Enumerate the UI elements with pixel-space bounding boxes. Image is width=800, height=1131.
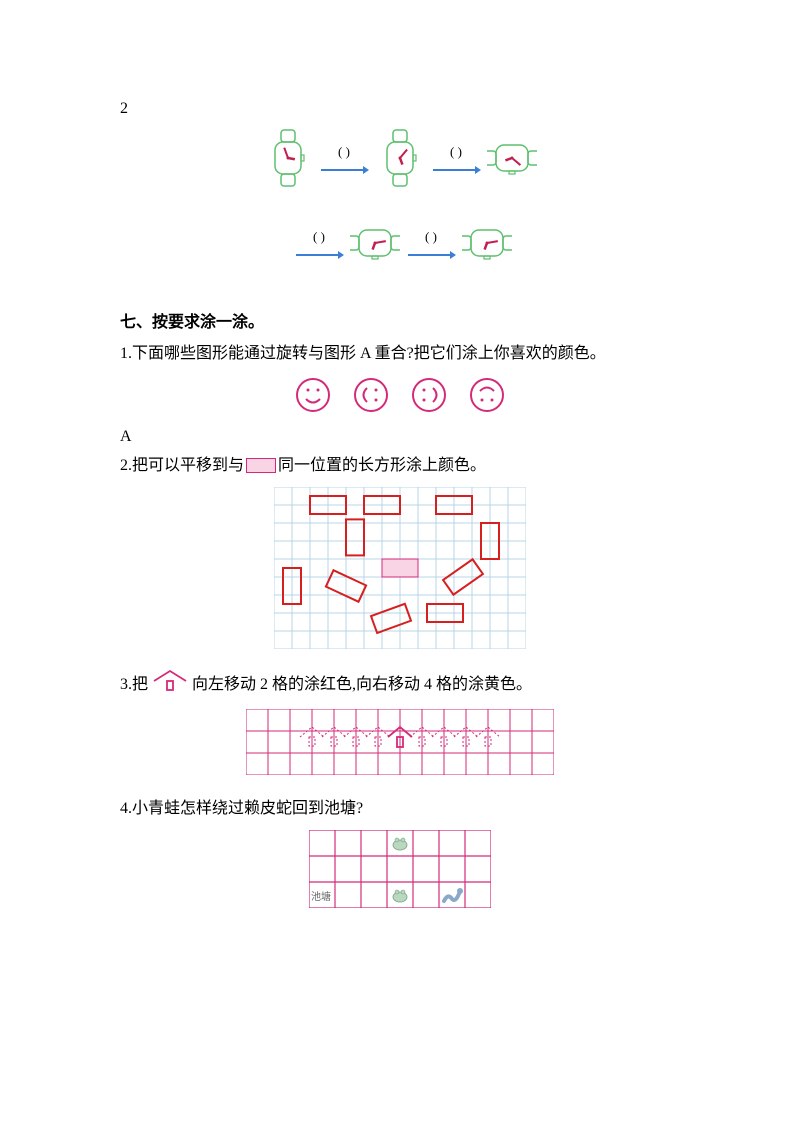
paren-label: ( ) <box>450 144 462 160</box>
faces-row <box>120 375 680 420</box>
q4-text: 4.小青蛙怎样绕过赖皮蛇回到池塘? <box>120 795 680 822</box>
arrow-block: ( ) <box>294 229 344 263</box>
q3-post: 向左移动 2 格的涂红色,向右移动 4 格的涂黄色。 <box>192 671 532 698</box>
watch-icon <box>350 213 400 278</box>
watch-icon <box>462 213 512 278</box>
arrow-block: ( ) <box>431 144 481 178</box>
q2-pre: 2.把可以平移到与 <box>120 452 244 479</box>
arrow-block: ( ) <box>319 144 369 178</box>
q2-post: 同一位置的长方形涂上颜色。 <box>278 452 486 479</box>
face-icon <box>467 375 507 420</box>
q1-label-a: A <box>120 428 680 446</box>
house-icon <box>152 669 188 700</box>
watch-row-2: ( ) ( ) <box>120 213 680 278</box>
q2-text: 2.把可以平移到与 同一位置的长方形涂上颜色。 <box>120 452 680 479</box>
watch-icon <box>487 128 537 193</box>
svg-text:池塘: 池塘 <box>311 890 331 903</box>
arrow-block: ( ) <box>406 229 456 263</box>
q1-text: 1.下面哪些图形能通过旋转与图形 A 重合?把它们涂上你喜欢的颜色。 <box>120 340 680 367</box>
face-icon <box>293 375 333 420</box>
grid-2-block <box>120 487 680 649</box>
watch-row-1: ( ) ( ) <box>120 128 680 193</box>
paren-label: ( ) <box>313 229 325 245</box>
watch-icon <box>375 128 425 193</box>
page-number: 2 <box>120 100 680 118</box>
watch-icon <box>263 128 313 193</box>
paren-label: ( ) <box>338 144 350 160</box>
paren-label: ( ) <box>425 229 437 245</box>
grid-4-block: 池塘 <box>120 830 680 908</box>
q3-pre: 3.把 <box>120 671 148 698</box>
section-7-title: 七、按要求涂一涂。 <box>120 308 680 332</box>
grid-3-block <box>120 709 680 775</box>
face-icon <box>409 375 449 420</box>
q3-text: 3.把 向左移动 2 格的涂红色,向右移动 4 格的涂黄色。 <box>120 669 680 700</box>
pink-rect-icon <box>246 458 276 473</box>
face-icon <box>351 375 391 420</box>
